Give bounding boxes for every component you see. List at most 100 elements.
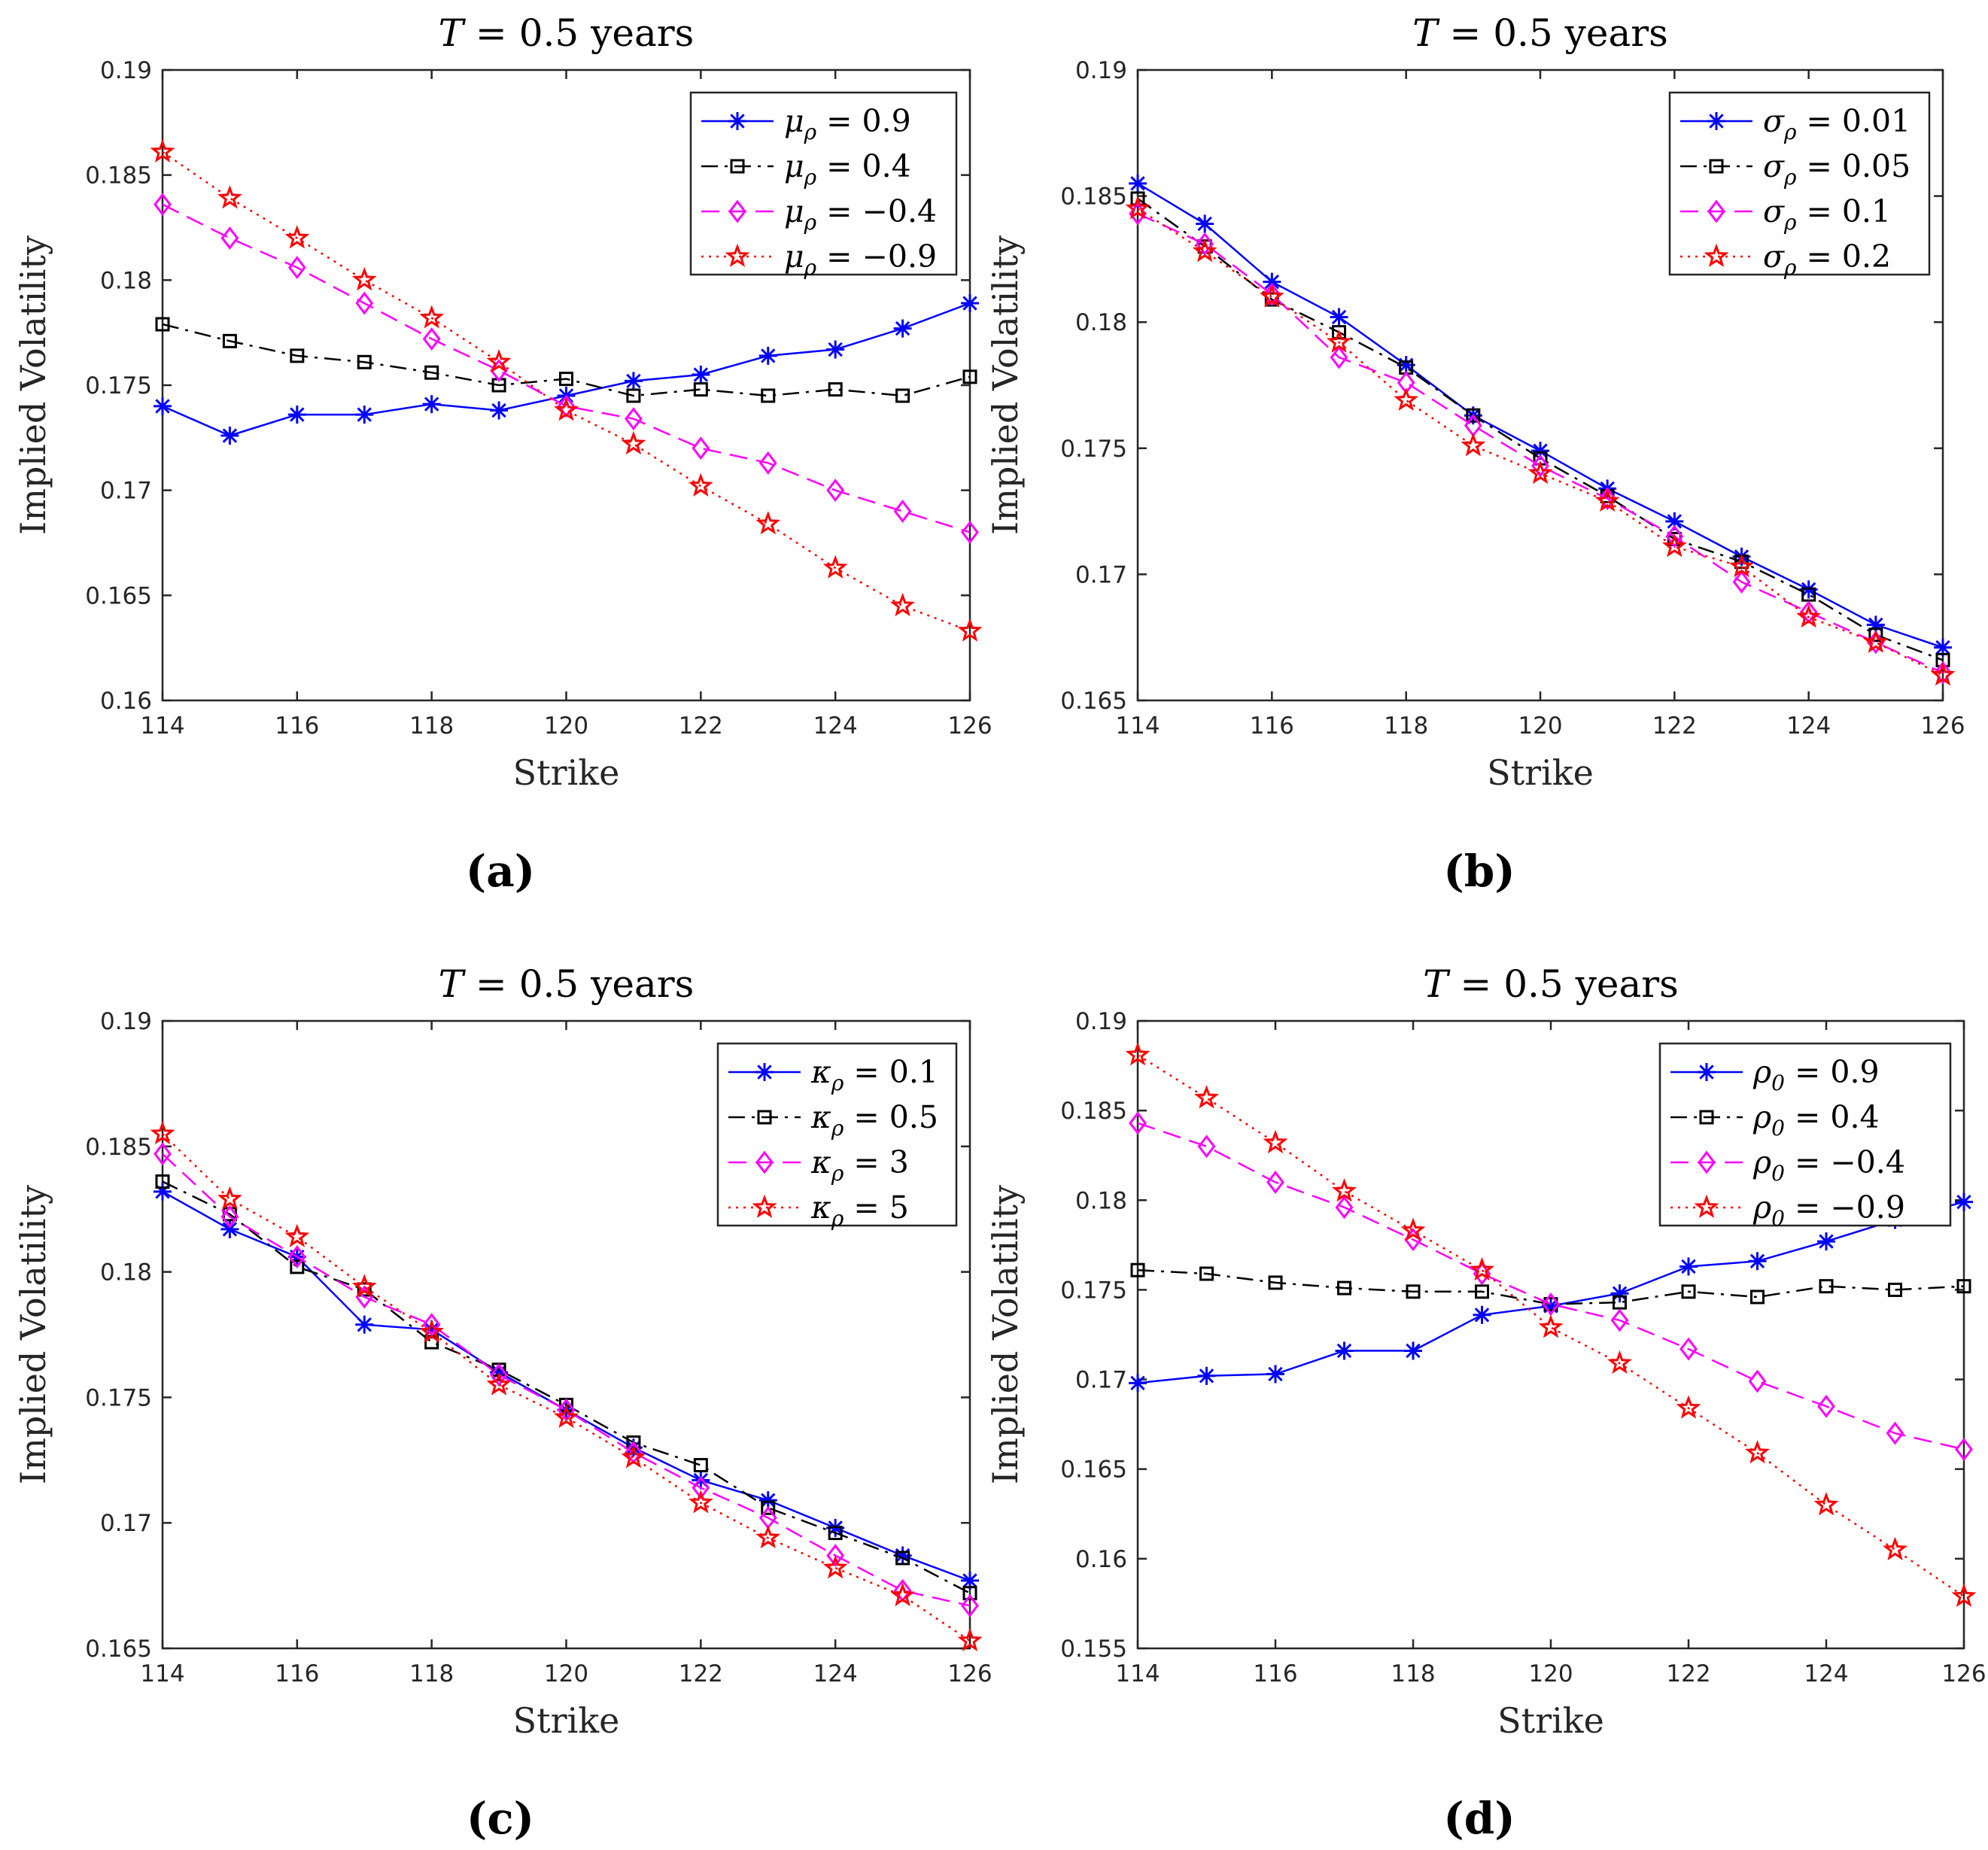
data-point: [755, 1524, 781, 1549]
series-3: [154, 193, 979, 544]
y-tick-label: 0.165: [85, 1636, 152, 1663]
y-tick-label: 0.165: [1060, 688, 1127, 715]
data-point: [1863, 629, 1889, 653]
data-point: [625, 407, 643, 431]
data-point: [1955, 1192, 1973, 1211]
legend-label: κρ = 0.5: [810, 1099, 938, 1141]
data-point: [1594, 488, 1620, 512]
data-point: [621, 1444, 646, 1469]
y-axis-label: Implied Volatility: [985, 1185, 1026, 1484]
data-point: [1801, 587, 1816, 602]
data-point: [220, 1220, 239, 1238]
data-point: [1335, 1341, 1354, 1360]
data-point: [1729, 553, 1754, 578]
data-point: [758, 346, 777, 365]
data-point: [1613, 1295, 1627, 1310]
data-point: [1475, 1284, 1489, 1299]
data-point: [961, 294, 979, 313]
data-point: [557, 394, 576, 418]
x-axis-label: Strike: [1487, 752, 1594, 793]
series-line: [1137, 1268, 1965, 1305]
data-point: [692, 436, 710, 460]
data-point: [826, 340, 845, 359]
x-tick-label: 124: [1786, 712, 1831, 740]
data-point: [961, 1571, 979, 1590]
data-point: [1796, 604, 1821, 628]
data-point: [559, 372, 573, 387]
data-point: [1732, 570, 1751, 594]
data-point: [1531, 454, 1549, 478]
y-tick-label: 0.165: [85, 582, 152, 609]
legend-marker: [1699, 1110, 1714, 1125]
data-point: [828, 1526, 843, 1541]
data-point: [957, 1627, 983, 1651]
legend-label: σρ = 0.1: [1763, 193, 1891, 235]
x-tick-label: 116: [275, 1660, 319, 1687]
data-point: [893, 319, 912, 338]
legend: κρ = 0.1κρ = 0.5κρ = 3κρ = 5: [716, 1042, 958, 1231]
data-point: [155, 317, 170, 332]
panel-caption: (c): [467, 1793, 534, 1844]
data-point: [1610, 1284, 1629, 1303]
data-point: [554, 1404, 579, 1429]
legend-marker: [755, 1150, 774, 1174]
data-point: [217, 1186, 242, 1210]
legend-entry: ρ0 = 0.4: [1670, 1099, 1880, 1141]
data-point: [1194, 1085, 1219, 1109]
data-point: [890, 1582, 915, 1606]
x-tick-label: 126: [1941, 1660, 1986, 1687]
data-point: [1951, 1583, 1977, 1607]
legend-entry: σρ = 0.05: [1680, 148, 1910, 190]
data-point: [755, 511, 781, 535]
chart-title: T = 0.5 years: [439, 962, 695, 1006]
data-point: [822, 1554, 848, 1579]
data-point: [1266, 1365, 1284, 1384]
data-point: [1406, 1284, 1421, 1299]
data-point: [692, 366, 710, 384]
data-point: [1817, 1232, 1835, 1251]
data-point: [1750, 1290, 1765, 1305]
y-tick-label: 0.18: [1075, 1187, 1127, 1214]
data-point: [621, 430, 646, 455]
data-point: [287, 256, 306, 280]
legend-entry: ρ0 = −0.9: [1670, 1189, 1905, 1231]
data-point: [1129, 1374, 1147, 1393]
data-point: [351, 1274, 377, 1298]
legend-label: σρ = 0.05: [1763, 148, 1910, 190]
y-tick-label: 0.19: [100, 57, 152, 84]
data-point: [557, 1398, 576, 1422]
data-point: [758, 451, 777, 475]
data-point: [150, 138, 175, 163]
data-point: [1681, 1284, 1696, 1299]
legend-entry: σρ = 0.01: [1680, 103, 1910, 144]
legend-marker: [755, 1063, 774, 1081]
x-tick-label: 114: [1115, 1660, 1160, 1687]
x-tick-label: 122: [679, 712, 723, 740]
legend-marker: [728, 112, 746, 130]
y-tick-label: 0.17: [1075, 1367, 1127, 1394]
data-point: [1199, 1266, 1214, 1281]
data-point: [1130, 1262, 1145, 1277]
y-tick-label: 0.17: [1075, 561, 1127, 588]
y-tick-label: 0.165: [1060, 1457, 1127, 1484]
data-point: [758, 1491, 777, 1510]
y-axis-label: Implied Volatility: [13, 1185, 53, 1484]
panel-caption: (b): [1443, 846, 1515, 897]
data-point: [1394, 387, 1419, 412]
chart-title: T = 0.5 years: [439, 11, 695, 55]
data-point: [422, 1313, 441, 1337]
y-tick-label: 0.185: [1060, 1098, 1127, 1125]
data-point: [424, 365, 439, 380]
legend-marker: [1707, 199, 1725, 223]
data-point: [419, 1319, 444, 1343]
data-point: [1679, 1257, 1698, 1276]
legend-box: [1668, 91, 1931, 276]
series-line: [1137, 212, 1944, 674]
series-line: [162, 323, 971, 397]
y-tick-label: 0.175: [85, 1384, 152, 1411]
legend-label: ρ0 = −0.4: [1752, 1144, 1905, 1186]
y-tick-label: 0.18: [100, 1259, 152, 1286]
legend-label: κρ = 3: [810, 1144, 909, 1186]
